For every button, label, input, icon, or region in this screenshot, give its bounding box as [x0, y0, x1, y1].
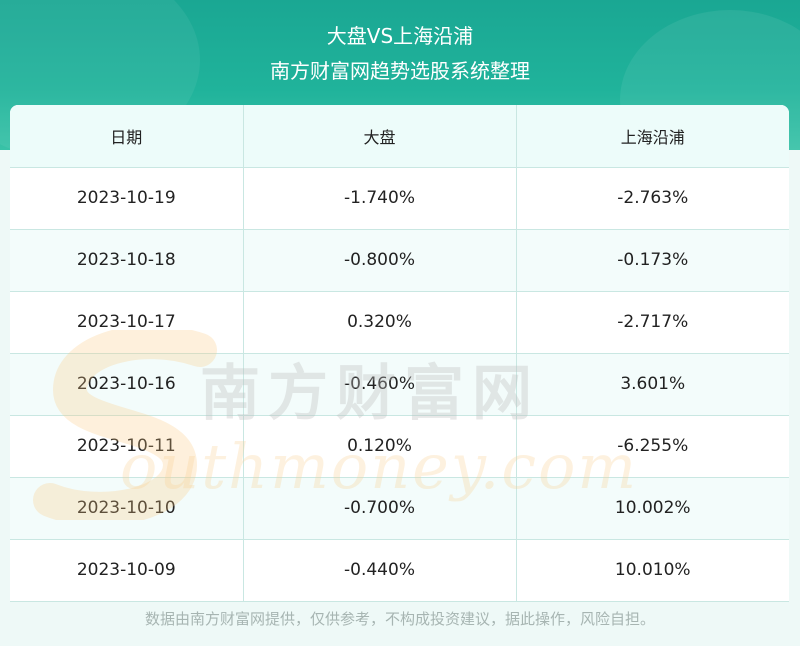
cell-market-change: -1.740% [243, 167, 517, 230]
cell-date: 2023-10-17 [10, 291, 244, 354]
table-row: 2023-10-16 -0.460% 3.601% [10, 353, 789, 416]
cell-market-change: -0.440% [243, 539, 517, 602]
data-table-card: 日期 大盘 上海沿浦 2023-10-19 -1.740% -2.763% 20… [10, 105, 789, 602]
cell-date: 2023-10-09 [10, 539, 244, 602]
cell-stock-change: 10.010% [516, 539, 789, 602]
cell-stock-change: 3.601% [516, 353, 789, 416]
cell-stock-change: -2.717% [516, 291, 789, 354]
table-row: 2023-10-11 0.120% -6.255% [10, 415, 789, 478]
cell-market-change: 0.120% [243, 415, 517, 478]
table-row: 2023-10-10 -0.700% 10.002% [10, 477, 789, 540]
table-row: 2023-10-19 -1.740% -2.763% [10, 167, 789, 230]
cell-market-change: -0.800% [243, 229, 517, 292]
page-subtitle: 南方财富网趋势选股系统整理 [270, 59, 530, 83]
cell-stock-change: 10.002% [516, 477, 789, 540]
cell-market-change: -0.460% [243, 353, 517, 416]
cell-market-change: -0.700% [243, 477, 517, 540]
cell-market-change: 0.320% [243, 291, 517, 354]
table-row: 2023-10-09 -0.440% 10.010% [10, 539, 789, 602]
cell-stock-change: -6.255% [516, 415, 789, 478]
table-row: 2023-10-18 -0.800% -0.173% [10, 229, 789, 292]
column-header-market: 大盘 [243, 105, 517, 168]
column-header-stock: 上海沿浦 [516, 105, 789, 168]
cell-date: 2023-10-19 [10, 167, 244, 230]
page-title: 大盘VS上海沿浦 [326, 24, 474, 48]
table-header-row: 日期 大盘 上海沿浦 [10, 105, 789, 168]
cell-date: 2023-10-11 [10, 415, 244, 478]
cell-stock-change: -0.173% [516, 229, 789, 292]
table-row: 2023-10-17 0.320% -2.717% [10, 291, 789, 354]
cell-date: 2023-10-10 [10, 477, 244, 540]
disclaimer-text: 数据由南方财富网提供，仅供参考，不构成投资建议，据此操作，风险自担。 [144, 610, 655, 628]
cell-date: 2023-10-18 [10, 229, 244, 292]
cell-stock-change: -2.763% [516, 167, 789, 230]
comparison-table: 日期 大盘 上海沿浦 2023-10-19 -1.740% -2.763% 20… [10, 105, 789, 602]
column-header-date: 日期 [10, 105, 244, 168]
cell-date: 2023-10-16 [10, 353, 244, 416]
